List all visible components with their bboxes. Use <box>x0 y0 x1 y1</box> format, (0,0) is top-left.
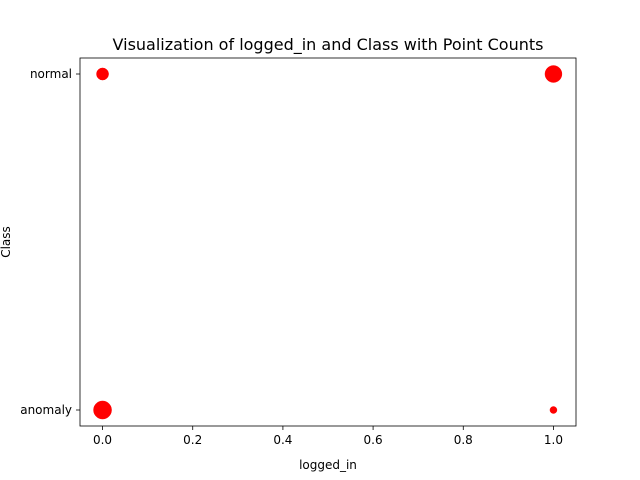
x-tick-label: 1.0 <box>544 433 563 447</box>
data-point <box>544 65 563 83</box>
x-tick-label: 0.8 <box>454 433 473 447</box>
axes-frame <box>79 57 577 427</box>
plot-area: 0.0 0.2 0.4 0.6 0.8 1.0 anomaly normal <box>20 57 577 447</box>
y-tick-label: anomaly <box>20 403 72 417</box>
data-point <box>93 400 112 420</box>
y-axis-label: Class <box>0 226 13 258</box>
x-tick-label: 0.6 <box>364 433 383 447</box>
x-tick-label: 0.2 <box>183 433 202 447</box>
y-tick-label: normal <box>30 67 72 81</box>
x-tick-label: 0.4 <box>273 433 292 447</box>
data-point <box>96 67 109 81</box>
x-tick-label: 0.0 <box>93 433 112 447</box>
chart-title: Visualization of logged_in and Class wit… <box>113 35 544 55</box>
x-axis-label: logged_in <box>299 458 357 472</box>
data-point <box>549 406 558 414</box>
